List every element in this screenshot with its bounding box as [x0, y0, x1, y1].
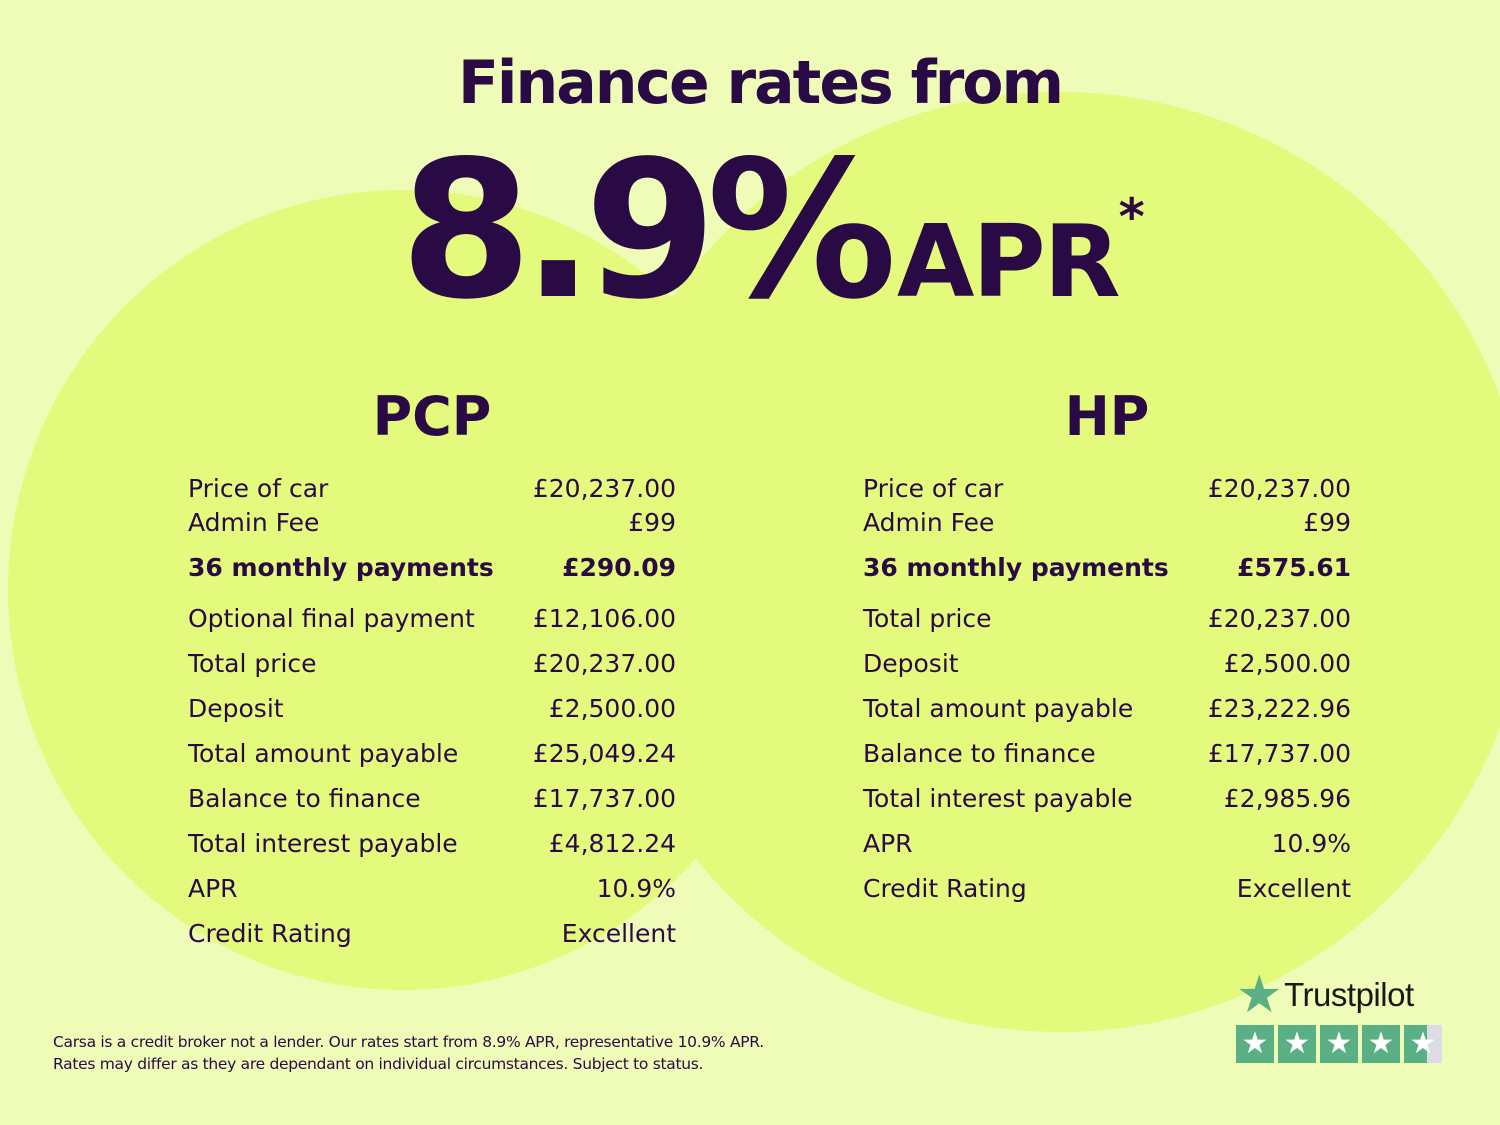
row-value: £20,237.00 [1207, 604, 1351, 633]
pcp-heading: PCP [372, 385, 492, 448]
row-label: APR [863, 829, 913, 858]
row-label: Total amount payable [188, 739, 459, 768]
table-row: 36 monthly payments £575.61 [863, 540, 1351, 596]
row-value: £20,237.00 [1207, 474, 1351, 503]
row-value: Excellent [561, 919, 676, 948]
row-label: Balance to finance [863, 739, 1096, 768]
row-label: Total amount payable [863, 694, 1134, 723]
row-value: Excellent [1236, 874, 1351, 903]
rating-star-icon: ★ [1320, 1025, 1358, 1063]
table-row: Credit Rating Excellent [863, 866, 1351, 911]
disclaimer: Carsa is a credit broker not a lender. O… [53, 1031, 764, 1075]
row-value: £2,500.00 [1223, 649, 1351, 678]
row-label: Balance to finance [188, 784, 421, 813]
row-value: £290.09 [562, 553, 676, 582]
row-label: Admin Fee [863, 508, 995, 537]
row-label: Total interest payable [188, 829, 458, 858]
table-row: APR 10.9% [188, 866, 676, 911]
rating-star-icon: ★ [1362, 1025, 1400, 1063]
row-label: 36 monthly payments [188, 553, 494, 582]
rating-star-icon: ★ [1236, 1025, 1274, 1063]
row-label: APR [188, 874, 238, 903]
row-value: £17,737.00 [532, 784, 676, 813]
row-label: Optional final payment [188, 604, 475, 633]
rate-value: 8.9% [400, 120, 897, 341]
pcp-table: PCP Price of car £20,237.00 Admin Fee £99 36… [188, 385, 676, 956]
row-value: £25,049.24 [532, 739, 676, 768]
table-row: Price of car £20,237.00 [863, 472, 1351, 506]
row-value: 10.9% [1271, 829, 1351, 858]
hp-heading: HP [1064, 385, 1150, 448]
table-row: Credit Rating Excellent [188, 911, 676, 956]
hp-table: HP Price of car £20,237.00 Admin Fee £99 36 … [863, 385, 1351, 911]
row-value: £2,500.00 [548, 694, 676, 723]
rating-star-icon: ★ [1278, 1025, 1316, 1063]
row-label: Price of car [863, 474, 1004, 503]
row-label: Credit Rating [863, 874, 1027, 903]
row-value: £20,237.00 [532, 474, 676, 503]
table-row: Price of car £20,237.00 [188, 472, 676, 506]
row-label: Price of car [188, 474, 329, 503]
row-label: Total interest payable [863, 784, 1133, 813]
row-value: £2,985.96 [1223, 784, 1351, 813]
row-label: Admin Fee [188, 508, 320, 537]
table-row: APR 10.9% [863, 821, 1351, 866]
table-row: Total interest payable £2,985.96 [863, 776, 1351, 821]
table-row: Deposit £2,500.00 [188, 686, 676, 731]
rate-apr: APR [896, 203, 1121, 320]
table-row: 36 monthly payments £290.09 [188, 540, 676, 596]
row-label: Deposit [188, 694, 284, 723]
headline: Finance rates from [457, 48, 1064, 118]
rating-star-icon: ★ [1404, 1025, 1442, 1063]
rate-display: 8.9% APR* [400, 120, 1145, 341]
table-row: Optional final payment £12,106.00 [188, 596, 676, 641]
table-row: Total price £20,237.00 [188, 641, 676, 686]
row-label: Total price [863, 604, 992, 633]
trustpilot-rating: ★ ★ ★ ★ ★ [1236, 1025, 1442, 1063]
table-row: Total price £20,237.00 [863, 596, 1351, 641]
row-value: £23,222.96 [1207, 694, 1351, 723]
background-circle-right [590, 92, 1500, 1032]
table-row: Admin Fee £99 [188, 506, 676, 540]
row-label: 36 monthly payments [863, 553, 1169, 582]
row-value: £99 [628, 508, 676, 537]
row-label: Credit Rating [188, 919, 352, 948]
table-row: Admin Fee £99 [863, 506, 1351, 540]
table-row: Deposit £2,500.00 [863, 641, 1351, 686]
disclaimer-line-2: Rates may differ as they are dependant o… [53, 1055, 704, 1073]
table-row: Total interest payable £4,812.24 [188, 821, 676, 866]
trustpilot-name: Trustpilot [1284, 976, 1414, 1013]
rate-asterisk: * [1118, 188, 1145, 246]
row-label: Deposit [863, 649, 959, 678]
row-value: £12,106.00 [532, 604, 676, 633]
row-value: 10.9% [596, 874, 676, 903]
row-value: £99 [1303, 508, 1351, 537]
table-row: Balance to finance £17,737.00 [188, 776, 676, 821]
row-value: £20,237.00 [532, 649, 676, 678]
table-row: Total amount payable £25,049.24 [188, 731, 676, 776]
trustpilot-logo: ★ Trustpilot [1236, 966, 1442, 1024]
star-icon: ★ [1236, 966, 1283, 1024]
trustpilot-badge: ★ Trustpilot ★ ★ ★ ★ ★ [1236, 966, 1442, 1063]
disclaimer-line-1: Carsa is a credit broker not a lender. O… [53, 1033, 764, 1051]
row-label: Total price [188, 649, 317, 678]
row-value: £4,812.24 [548, 829, 676, 858]
row-value: £575.61 [1237, 553, 1351, 582]
table-row: Balance to finance £17,737.00 [863, 731, 1351, 776]
row-value: £17,737.00 [1207, 739, 1351, 768]
table-row: Total amount payable £23,222.96 [863, 686, 1351, 731]
